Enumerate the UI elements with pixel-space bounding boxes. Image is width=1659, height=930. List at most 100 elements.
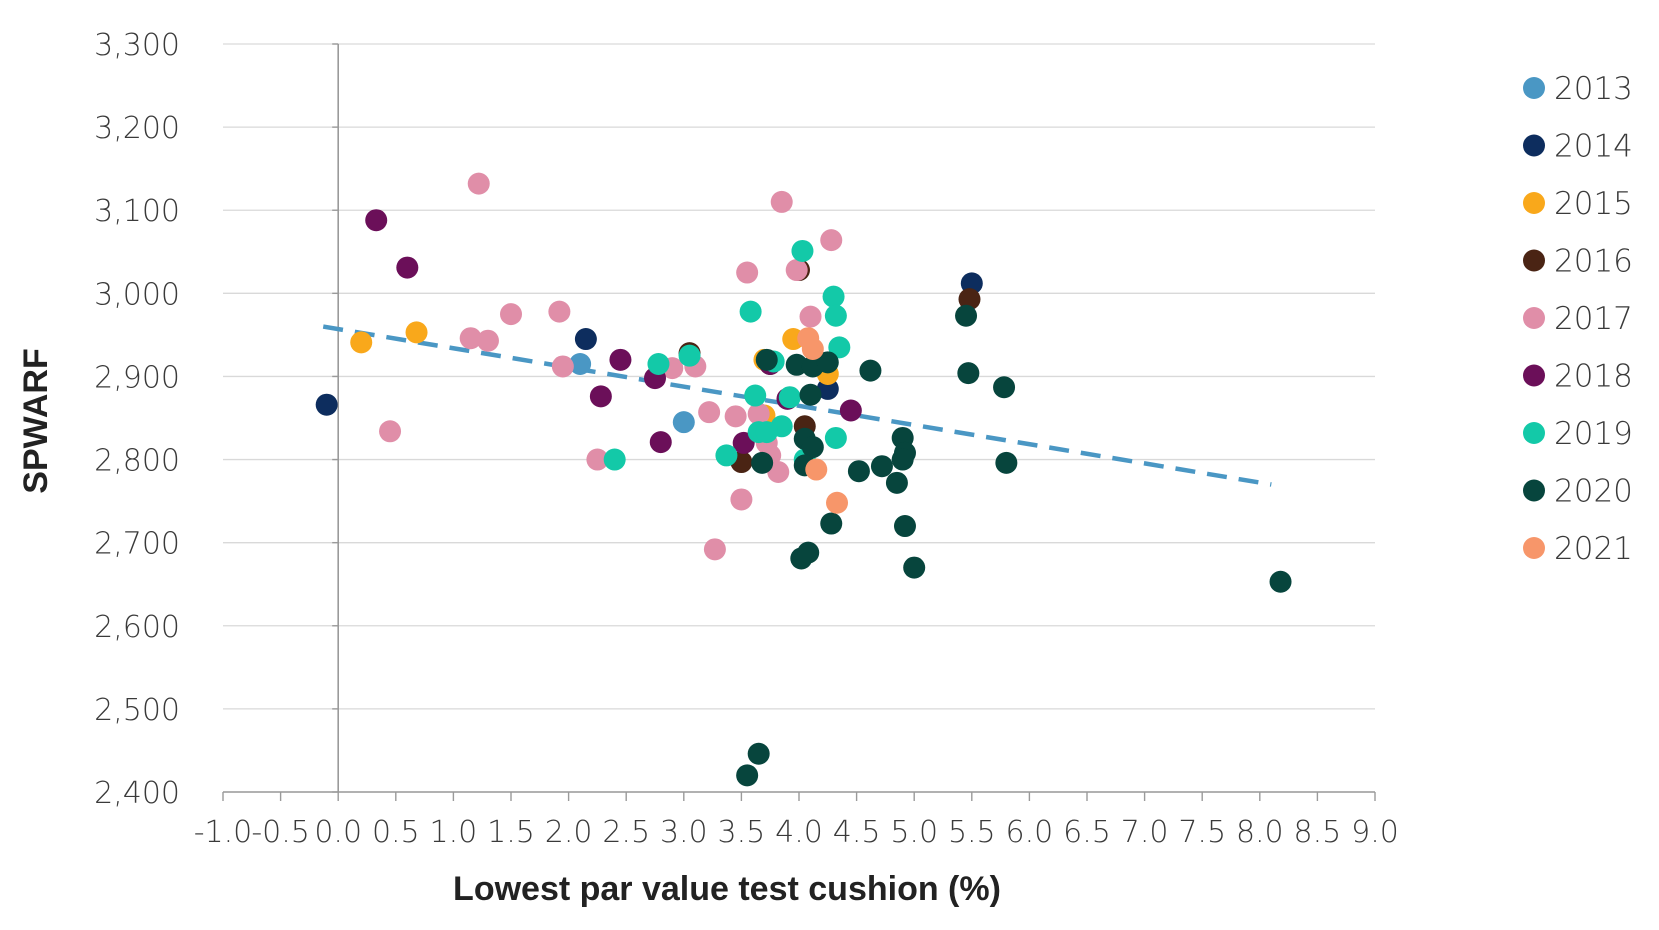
x-tick-label: 9.0 xyxy=(1351,815,1399,850)
data-point-2021 xyxy=(826,491,849,514)
legend-item-2013: 2013 xyxy=(1523,71,1633,107)
x-tick-label: -1.0 xyxy=(194,815,253,850)
data-point-2017 xyxy=(730,488,753,511)
x-tick-label: 3.0 xyxy=(660,815,708,850)
data-point-2020 xyxy=(747,742,770,765)
data-point-2021 xyxy=(801,338,824,361)
x-tick-label: 4.5 xyxy=(833,815,881,850)
x-tick-label: 8.0 xyxy=(1236,815,1284,850)
data-point-2017 xyxy=(500,303,522,326)
data-point-2020 xyxy=(799,383,822,406)
x-tick-label: 3.5 xyxy=(718,815,766,850)
data-point-2017 xyxy=(703,538,726,561)
x-tick-label: 1.5 xyxy=(487,815,535,850)
data-point-2020 xyxy=(816,351,839,374)
data-point-2020 xyxy=(870,455,893,478)
y-tick-label: 3,100 xyxy=(94,194,180,229)
y-tick-label: 3,300 xyxy=(94,28,180,63)
data-point-2020 xyxy=(1269,570,1292,593)
data-point-2014 xyxy=(574,328,597,351)
data-point-2017 xyxy=(467,172,490,195)
trendline-layer xyxy=(322,324,1272,487)
legend-item-2014: 2014 xyxy=(1523,129,1633,165)
legend-item-2016: 2016 xyxy=(1523,244,1633,280)
x-tick-label: 0.0 xyxy=(314,815,362,850)
legend-marker xyxy=(1523,479,1545,502)
data-point-2020 xyxy=(955,304,978,327)
data-point-2019 xyxy=(739,300,762,323)
x-tick-label: 0.5 xyxy=(372,815,420,850)
legend-label: 2017 xyxy=(1554,301,1633,337)
data-point-2015 xyxy=(350,331,373,354)
data-point-2017 xyxy=(698,401,721,424)
data-point-2019 xyxy=(755,421,778,444)
data-point-2019 xyxy=(822,285,845,308)
data-point-2020 xyxy=(751,451,774,474)
x-tick-label: 2.0 xyxy=(545,815,593,850)
x-tick-label: 7.5 xyxy=(1178,815,1226,850)
data-point-2017 xyxy=(785,259,808,282)
data-point-2017 xyxy=(476,329,499,352)
legend-label: 2018 xyxy=(1554,359,1633,395)
data-point-2020 xyxy=(891,448,914,471)
data-point-2019 xyxy=(824,304,847,327)
data-point-2017 xyxy=(820,229,843,252)
trendline xyxy=(322,324,1272,487)
legend-label: 2015 xyxy=(1554,186,1633,222)
data-point-2017 xyxy=(770,190,793,213)
data-point-2017 xyxy=(724,405,747,428)
data-point-2019 xyxy=(778,386,801,409)
legend-item-2015: 2015 xyxy=(1523,186,1633,222)
data-point-2020 xyxy=(847,460,870,483)
x-tick-label: 6.5 xyxy=(1063,815,1111,850)
legend-marker xyxy=(1523,307,1545,329)
data-point-2019 xyxy=(828,336,851,359)
y-tick-label: 3,200 xyxy=(94,111,180,146)
y-tick-label: 2,400 xyxy=(94,776,180,811)
data-point-2020 xyxy=(797,541,820,564)
data-point-2020 xyxy=(755,348,778,371)
data-point-2015 xyxy=(405,321,428,344)
legend-marker xyxy=(1523,134,1545,157)
data-point-2013 xyxy=(672,411,695,434)
x-tick-label: -0.5 xyxy=(251,815,310,850)
legend-marker xyxy=(1523,364,1545,387)
y-tick-label: 2,500 xyxy=(94,693,180,728)
data-point-2020 xyxy=(893,515,916,538)
data-point-2020 xyxy=(995,451,1018,474)
data-point-2017 xyxy=(747,402,770,425)
data-point-2020 xyxy=(785,353,808,376)
data-point-2021 xyxy=(805,458,828,481)
legend-label: 2014 xyxy=(1554,129,1633,165)
data-point-2020 xyxy=(903,556,926,579)
y-tick-label: 2,600 xyxy=(94,610,180,645)
data-point-2016 xyxy=(958,288,981,311)
y-tick-label: 2,800 xyxy=(94,444,180,479)
data-point-2018 xyxy=(839,399,862,422)
data-point-2020 xyxy=(993,376,1016,399)
data-point-2017 xyxy=(586,448,609,471)
y-tick-label: 2,700 xyxy=(94,527,180,562)
data-point-2020 xyxy=(820,512,843,535)
data-point-2017 xyxy=(551,355,574,378)
x-tick-label: 6.0 xyxy=(1006,815,1054,850)
data-point-2020 xyxy=(736,764,759,787)
x-axis-title: Lowest par value test cushion (%) xyxy=(453,870,1001,908)
x-tick-label: 4.0 xyxy=(775,815,823,850)
data-point-2020 xyxy=(859,359,882,382)
legend-marker xyxy=(1523,77,1545,99)
data-point-2020 xyxy=(801,436,824,459)
data-point-2017 xyxy=(736,261,759,284)
data-point-2019 xyxy=(603,448,626,471)
data-point-2020 xyxy=(885,471,908,494)
data-point-2017 xyxy=(799,305,822,328)
y-tick-label: 3,000 xyxy=(94,277,180,312)
data-point-2019 xyxy=(824,426,847,449)
data-point-2013 xyxy=(569,352,592,375)
legend-label: 2020 xyxy=(1554,474,1633,510)
data-point-2019 xyxy=(791,239,814,262)
legend-item-2020: 2020 xyxy=(1523,474,1633,510)
legend-marker xyxy=(1523,192,1545,214)
